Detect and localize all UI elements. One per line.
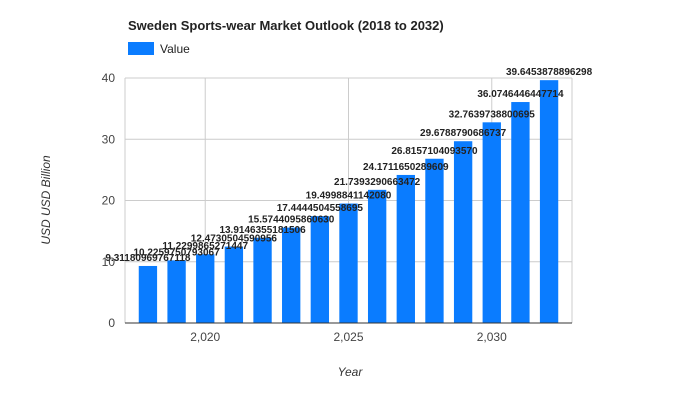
data-label: 13.9146355181506 <box>219 225 306 236</box>
bars <box>138 80 559 323</box>
axes: 0 10 20 30 40 2,020 2,025 2,030 <box>102 71 572 344</box>
data-label: 12.4730504590956 <box>191 234 278 245</box>
y-axis-title: USD USD Billion <box>39 155 53 245</box>
bar <box>539 80 559 323</box>
bar <box>310 216 330 323</box>
data-label: 17.4444504558695 <box>277 203 364 214</box>
bar <box>138 265 158 323</box>
bar <box>196 254 215 323</box>
data-label: 9.31180969767118 <box>105 253 191 264</box>
chart-title: Sweden Sports-wear Market Outlook (2018 … <box>128 18 444 33</box>
data-label: 21.7393290663472 <box>334 177 421 188</box>
data-label: 19.4998841142080 <box>306 191 392 202</box>
bar <box>367 189 387 323</box>
bar <box>511 102 530 323</box>
bar <box>253 237 272 323</box>
legend-swatch <box>128 42 154 55</box>
bar <box>425 158 444 323</box>
data-label: 15.5744095860630 <box>248 215 335 226</box>
y-tick-label: 10 <box>102 255 116 269</box>
bar <box>224 246 244 323</box>
x-axis-title: Year <box>338 365 364 379</box>
y-tick-label: 0 <box>108 316 115 330</box>
data-labels: 9.3118096976711810.225975079306711.22998… <box>105 67 592 264</box>
x-tick-label: 2,025 <box>333 330 363 344</box>
data-label: 26.8157104093570 <box>391 146 478 157</box>
bar <box>339 203 358 323</box>
data-label: 29.6788790686737 <box>420 128 507 139</box>
x-tick-label: 2,020 <box>190 330 220 344</box>
gridlines <box>124 77 573 323</box>
bar <box>396 174 415 323</box>
bar <box>453 141 473 323</box>
y-tick-label: 20 <box>102 194 116 208</box>
data-label: 32.7639738800695 <box>449 109 536 120</box>
y-tick-label: 40 <box>102 71 116 85</box>
data-label: 11.2299865271447 <box>162 241 248 252</box>
bar <box>167 260 186 323</box>
x-tick-label: 2,030 <box>477 330 507 344</box>
data-label: 24.1711650289609 <box>363 162 449 173</box>
y-tick-label: 30 <box>102 132 116 146</box>
bar <box>482 122 501 323</box>
bar <box>282 227 301 323</box>
legend-label: Value <box>160 42 190 56</box>
data-label: 39.6453878896298 <box>506 67 593 78</box>
data-label: 36.0746446447714 <box>477 89 564 100</box>
data-label: 10.2259750793067 <box>133 247 220 258</box>
